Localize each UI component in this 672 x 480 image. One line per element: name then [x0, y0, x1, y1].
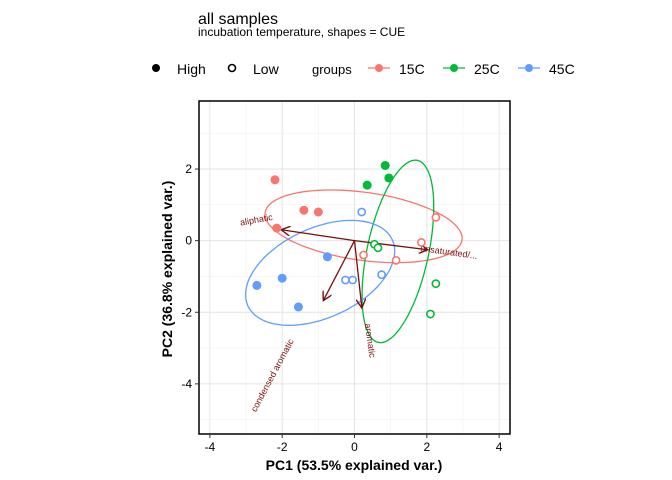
point-25C-low: [431, 279, 441, 289]
point-15C-low: [417, 238, 426, 247]
ellipses: [244, 159, 463, 344]
point-45C-low: [357, 207, 367, 217]
legend-dot-25C: [450, 64, 458, 72]
legend-series-label: 25C: [474, 61, 500, 77]
x-tick-label: -4: [205, 440, 216, 454]
legend-series-label: 45C: [549, 61, 575, 77]
point-45C-low: [377, 270, 387, 280]
ellipse-25C: [361, 159, 435, 344]
x-axis-title: PC1 (53.5% explained var.): [266, 457, 443, 473]
loading-arrow: [324, 240, 356, 300]
x-tick-label: 4: [496, 440, 503, 454]
y-tick-label: 2: [185, 162, 192, 176]
point-25C-high: [384, 173, 394, 183]
ellipse-45C: [244, 219, 396, 326]
legend: High Low groups 15C 25C 45C: [152, 61, 575, 77]
x-tick-label: 0: [351, 440, 358, 454]
y-axis-ticks: -4 -2 0 2: [181, 162, 199, 391]
data-points: [252, 160, 441, 319]
point-15C-low: [391, 255, 401, 265]
y-tick-label: -4: [181, 377, 192, 391]
point-45C-low: [341, 275, 350, 285]
point-15C-high: [272, 223, 282, 233]
y-tick-label: 0: [185, 234, 192, 248]
legend-series-label: 15C: [399, 61, 425, 77]
legend-dot-15C: [375, 64, 383, 72]
point-25C-low: [373, 243, 383, 253]
point-25C-low: [426, 309, 435, 319]
point-15C-low: [431, 212, 441, 222]
legend-label: High: [177, 61, 206, 77]
ellipse-15C: [264, 189, 463, 264]
point-45C-high: [252, 280, 262, 290]
point-15C-high: [313, 207, 323, 217]
loading-arrow: [282, 230, 355, 242]
y-axis-title: PC2 (36.8% explained var.): [159, 181, 175, 358]
loading-label: aromatic: [363, 323, 378, 359]
point-15C-high: [299, 205, 309, 215]
loading-arrow: [353, 240, 362, 307]
loading-label: aliphatic: [239, 212, 274, 228]
x-tick-label: 2: [423, 440, 430, 454]
point-15C-low: [359, 250, 368, 260]
legend-shape-low: [227, 63, 237, 73]
point-25C-high: [362, 180, 372, 190]
y-tick-label: -2: [181, 305, 192, 319]
grid: [199, 101, 510, 434]
point-45C-high: [293, 302, 303, 312]
legend-groups-title: groups: [312, 62, 352, 77]
x-tick-label: -2: [277, 440, 288, 454]
legend-label: Low: [253, 61, 280, 77]
chart-title: all samples: [198, 11, 278, 28]
point-45C-high: [322, 252, 332, 262]
point-25C-high: [380, 160, 390, 170]
legend-dot-45C: [525, 64, 533, 72]
point-15C-high: [270, 175, 280, 185]
chart-subtitle: incubation temperature, shapes = CUE: [198, 25, 405, 39]
point-45C-high: [277, 273, 287, 283]
loading-arrow: [354, 240, 427, 250]
point-45C-low: [348, 275, 358, 285]
legend-shape-high: [152, 64, 160, 72]
x-axis-ticks: -4 -2 0 2 4: [205, 434, 503, 454]
